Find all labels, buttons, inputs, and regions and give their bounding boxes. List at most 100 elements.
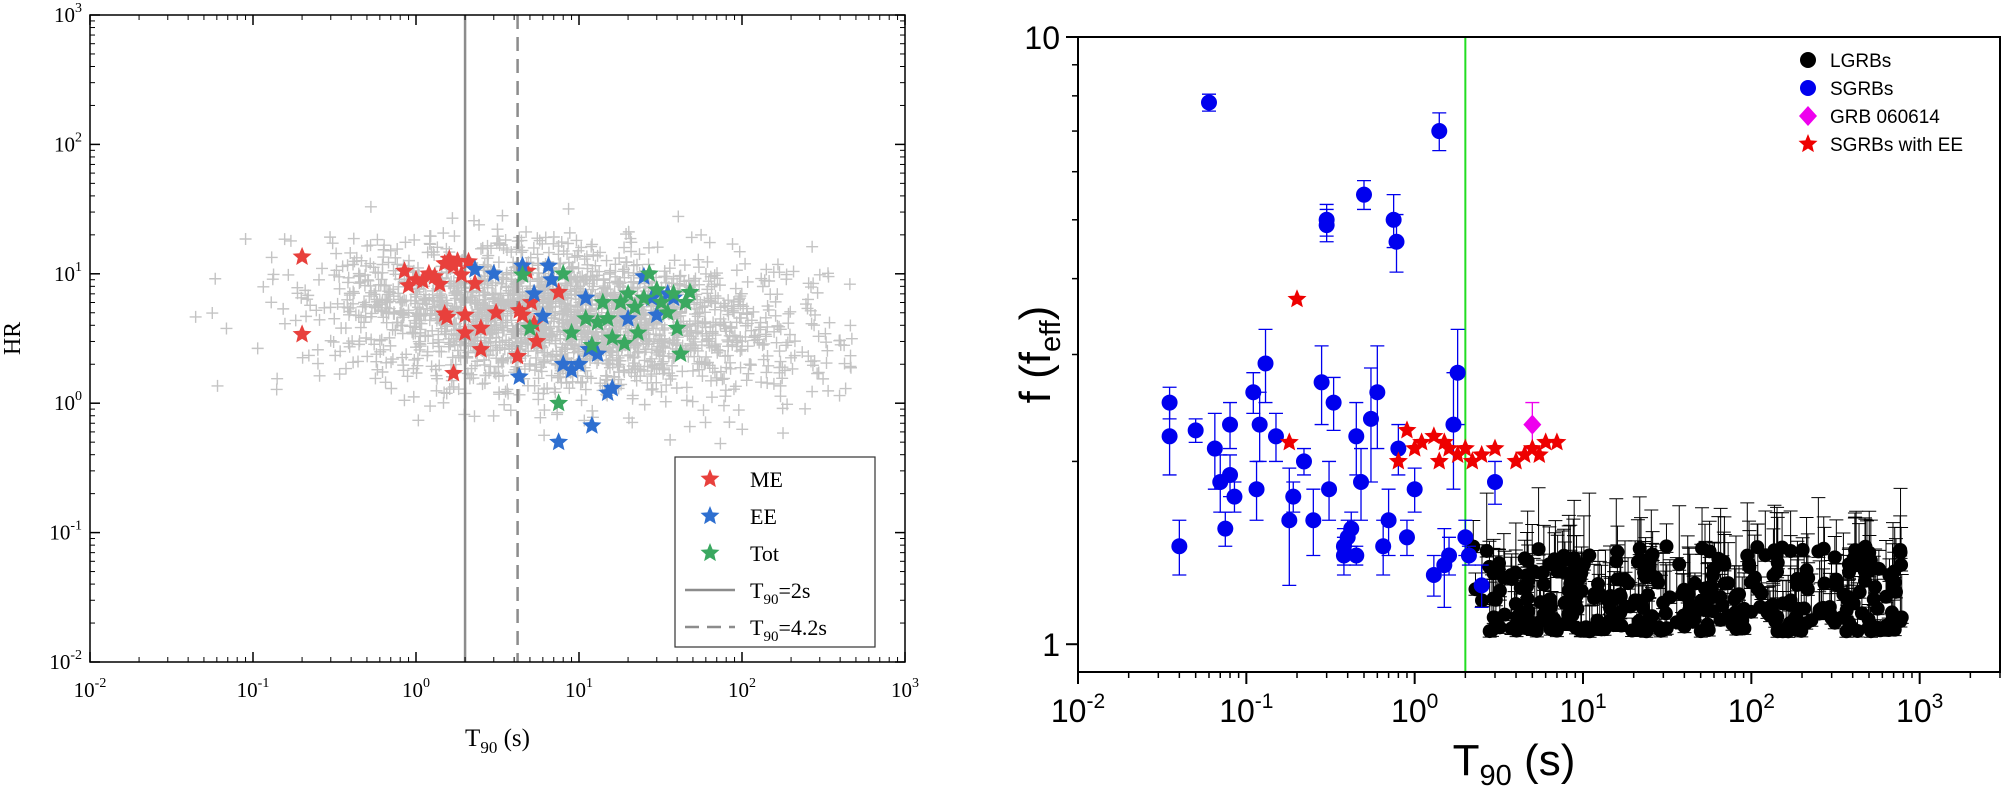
bg-cross: [491, 230, 504, 243]
legend-marker-circle: [1800, 52, 1816, 68]
bg-cross: [583, 277, 596, 290]
legend-label: Tot: [750, 541, 779, 566]
bg-cross: [539, 280, 552, 293]
bg-cross: [513, 241, 526, 254]
bg-cross: [413, 343, 426, 356]
bg-cross: [399, 236, 412, 249]
bg-cross: [695, 228, 708, 241]
bg-cross: [330, 247, 343, 260]
lgrb-point: [1857, 564, 1872, 579]
x-axis-label: T90 (s): [1453, 736, 1576, 790]
error-bar: [1783, 510, 1798, 558]
bg-cross: [706, 362, 719, 375]
error-bar: [1827, 535, 1842, 564]
error-bar: [1603, 577, 1618, 603]
error-bar: [1698, 540, 1713, 611]
y-tick-label: 102: [54, 130, 82, 156]
lgrb-point: [1879, 589, 1894, 604]
lgrb-point: [1737, 601, 1752, 616]
error-bar: [1829, 519, 1844, 587]
lgrb-point: [1482, 559, 1497, 574]
bg-cross: [529, 351, 542, 364]
bg-cross: [491, 292, 504, 305]
star-point: [553, 263, 573, 282]
error-bar: [1750, 523, 1765, 596]
bg-cross: [499, 234, 512, 247]
sgrb-point: [1380, 512, 1397, 529]
star-point: [625, 297, 645, 316]
sgrb-point: [1257, 355, 1274, 372]
bg-cross: [502, 284, 515, 297]
star-point: [451, 264, 471, 283]
error-bar: [1763, 590, 1778, 623]
error-bar: [1548, 520, 1563, 570]
bg-cross: [563, 226, 576, 239]
bg-cross: [663, 367, 676, 380]
bg-cross: [610, 275, 623, 288]
lgrb-point: [1790, 571, 1805, 586]
error-bar: [1894, 573, 1909, 624]
bg-cross: [603, 276, 616, 289]
bg-cross: [381, 296, 394, 309]
bg-cross: [341, 301, 354, 314]
lgrb-point: [1884, 617, 1899, 632]
legend-label: SGRBs with EE: [1830, 135, 1963, 156]
bg-cross: [732, 404, 745, 417]
error-bar: [1582, 605, 1597, 638]
error-bar: [1882, 558, 1897, 582]
bg-cross: [626, 392, 639, 405]
bg-cross: [347, 287, 360, 300]
star-point: [1455, 438, 1475, 457]
error-bar: [1769, 512, 1784, 563]
sgrb-point: [1406, 481, 1423, 498]
bg-cross: [251, 342, 264, 355]
bg-cross: [734, 361, 747, 374]
x-axis-label: T90 (s): [465, 725, 530, 757]
error-bar: [1740, 502, 1755, 563]
bg-cross: [774, 379, 787, 392]
bg-cross: [812, 366, 825, 379]
lgrb-point: [1567, 555, 1582, 570]
bg-cross: [257, 280, 270, 293]
error-bar: [1555, 530, 1570, 579]
bg-cross: [767, 377, 780, 390]
bg-cross: [664, 433, 677, 446]
plot-frame: [89, 14, 906, 663]
error-bar: [1770, 551, 1785, 624]
lgrb-point: [1643, 551, 1658, 566]
bg-cross: [375, 273, 388, 286]
star-point: [524, 283, 544, 302]
bg-cross: [686, 395, 699, 408]
error-bar: [1823, 572, 1838, 620]
star-point: [413, 271, 433, 290]
bg-cross: [808, 319, 821, 332]
bg-cross: [481, 252, 494, 265]
bg-cross: [304, 299, 317, 312]
bg-cross: [375, 304, 388, 317]
bg-cross: [543, 322, 556, 335]
bg-cross: [487, 409, 500, 422]
sgrb-point: [1353, 473, 1370, 490]
sgrb-point: [1449, 364, 1466, 381]
bg-cross: [692, 253, 705, 266]
x-tick-label: 10-2: [1051, 690, 1105, 729]
bg-cross: [531, 273, 544, 286]
error-bar: [1531, 487, 1546, 556]
bg-cross: [645, 383, 658, 396]
bg-cross: [333, 270, 346, 283]
bg-cross: [612, 278, 625, 291]
bg-cross: [499, 316, 512, 329]
bg-cross: [819, 327, 832, 340]
bg-cross: [776, 402, 789, 415]
bg-cross: [563, 382, 576, 395]
bg-cross: [805, 317, 818, 330]
lgrb-point: [1750, 540, 1765, 555]
f-eff-chart: 10-2 10-1 100 101 102 103 1 10 T90 (s) f (feff) LG…: [1011, 20, 2001, 790]
star-point: [1515, 444, 1535, 463]
bg-cross: [318, 301, 331, 314]
lgrb-point: [1706, 604, 1721, 619]
lgrb-point: [1885, 574, 1900, 589]
bg-cross: [578, 414, 591, 427]
sgrb-point: [1460, 547, 1477, 564]
